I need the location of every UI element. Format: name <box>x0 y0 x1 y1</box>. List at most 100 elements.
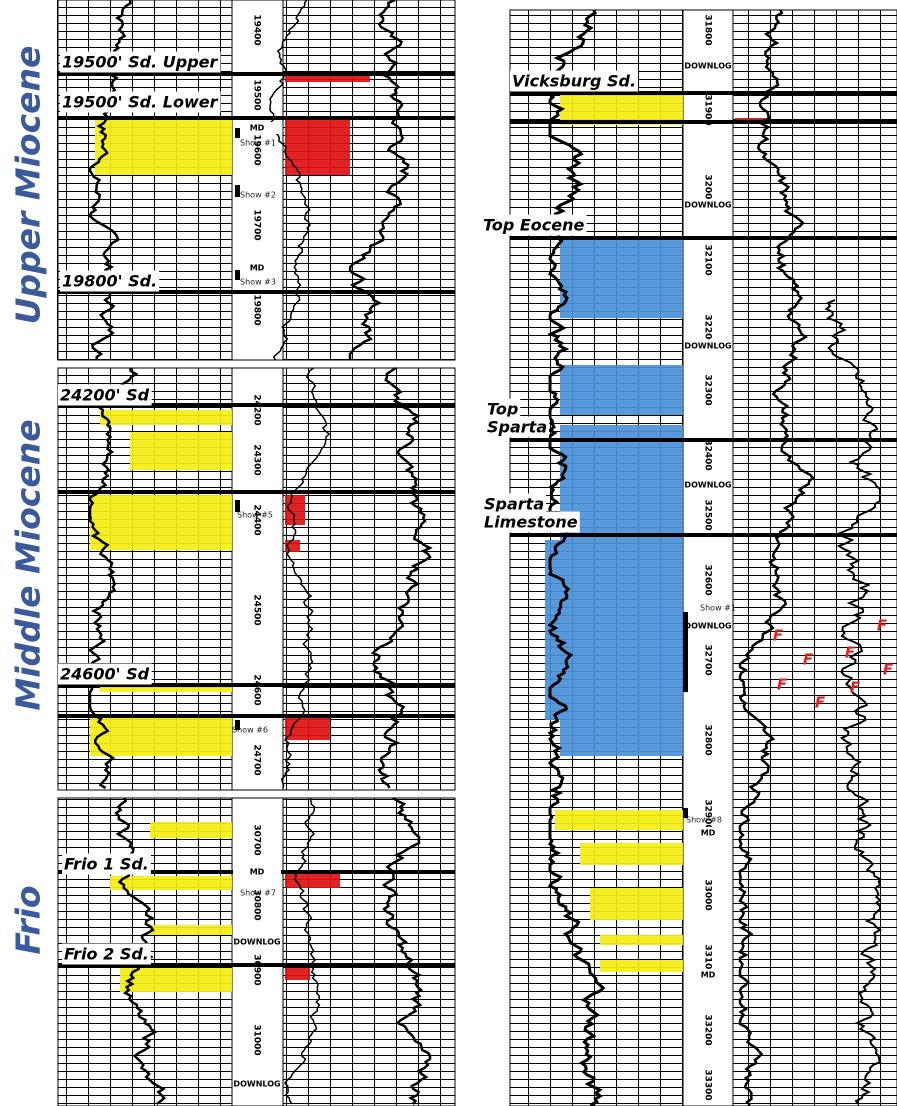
label-box <box>60 51 221 73</box>
formation-label: 24600' Sd <box>60 665 150 684</box>
show-fill <box>285 968 310 980</box>
depth-label: 32800 <box>703 724 713 755</box>
grid-track <box>282 0 456 361</box>
depth-tag: DOWNLOG <box>233 1080 280 1089</box>
depth-track <box>231 0 284 361</box>
sand-fill <box>150 822 232 838</box>
depth-label: 19800 <box>252 294 262 325</box>
show-fill <box>285 120 350 175</box>
formation-label: 19500' Sd. Lower <box>62 93 219 112</box>
formation-label: Sparta <box>487 418 547 437</box>
depth-tag: DOWNLOG <box>233 938 280 947</box>
depth-tag: MD <box>250 868 265 877</box>
show-marker <box>235 500 240 512</box>
label-box <box>510 70 639 92</box>
show-label: Show #5 <box>237 511 273 520</box>
show-label: Show #2 <box>240 191 276 200</box>
label-box <box>482 493 547 515</box>
log-curve <box>269 0 311 361</box>
fault-mark: F <box>883 661 894 679</box>
show-label: Show #1 <box>700 604 736 613</box>
depth-tag: MD <box>250 124 265 133</box>
depth-tag: DOWNLOG <box>684 622 731 631</box>
sand-fill <box>590 888 683 920</box>
log-curve <box>348 0 410 360</box>
tag-box <box>233 262 281 274</box>
fault-mark: F <box>773 627 784 645</box>
sand-fill <box>150 925 232 935</box>
limestone-fill <box>560 425 683 756</box>
sand-fill <box>110 876 232 890</box>
tag-box <box>233 936 281 948</box>
label-box <box>481 214 587 236</box>
depth-label: 32300 <box>703 374 713 405</box>
sand-fill <box>580 843 683 865</box>
log-curve <box>824 299 882 1105</box>
depth-label: 24500 <box>252 594 262 625</box>
depth-label: 32200 <box>703 314 713 345</box>
tag-box <box>684 620 732 632</box>
depth-tag: MD <box>701 829 716 838</box>
depth-label: 19700 <box>252 209 262 240</box>
show-marker <box>235 270 240 280</box>
sand-fill <box>90 495 232 550</box>
formation-label: Top Eocene <box>483 216 585 235</box>
fault-mark: F <box>803 651 814 669</box>
sand-fill <box>130 432 232 470</box>
tag-box <box>233 122 281 134</box>
depth-label: 24300 <box>252 444 262 475</box>
label-box <box>482 511 580 533</box>
section-label: Middle Miocene <box>9 419 48 710</box>
section-label: Upper Miocene <box>9 46 48 325</box>
formation-label: Sparta <box>484 495 544 514</box>
depth-label: 31800 <box>703 14 713 45</box>
tag-box <box>233 1078 281 1090</box>
formation-label: 24200' Sd <box>60 386 150 405</box>
log-curve <box>381 796 432 1105</box>
fault-mark: F <box>777 676 788 694</box>
depth-tag: DOWNLOG <box>684 481 731 490</box>
depth-label: 32000 <box>703 174 713 205</box>
show-marker <box>235 185 240 197</box>
depth-tag: DOWNLOG <box>684 342 731 351</box>
depth-label: 33000 <box>703 879 713 910</box>
depth-label: 24400 <box>252 504 262 535</box>
depth-label: 33300 <box>703 1069 713 1100</box>
label-box <box>60 91 221 113</box>
show-marker <box>683 808 688 818</box>
depth-label: 32900 <box>703 799 713 830</box>
show-marker <box>235 128 240 138</box>
depth-label: 24700 <box>252 744 262 775</box>
label-box <box>485 416 550 438</box>
fault-mark: F <box>845 644 856 662</box>
show-fill <box>285 495 305 525</box>
depth-label: 32100 <box>703 244 713 275</box>
formation-label: 19800' Sd. <box>62 272 157 291</box>
depth-label: 32600 <box>703 564 713 595</box>
sand-fill <box>120 968 232 992</box>
depth-tag: DOWNLOG <box>684 201 731 210</box>
fault-mark: F <box>877 617 888 635</box>
log-curve <box>283 797 321 1105</box>
formation-label: Top <box>487 400 518 419</box>
log-curve <box>370 366 433 789</box>
depth-label: 30700 <box>252 824 262 855</box>
depth-label: 32400 <box>703 439 713 470</box>
tag-box <box>684 199 732 211</box>
formation-label: 19500' Sd. Upper <box>62 53 219 72</box>
section-label: Frio <box>9 885 48 954</box>
depth-label: 19600 <box>252 134 262 165</box>
log-curve <box>280 367 331 789</box>
sand-fill <box>100 685 232 692</box>
sand-fill <box>95 120 232 175</box>
depth-label: 31900 <box>703 94 713 125</box>
label-box <box>485 398 521 420</box>
depth-tag: MD <box>250 264 265 273</box>
show-label: Show #8 <box>686 816 722 825</box>
label-box <box>62 943 151 965</box>
tag-box <box>684 969 732 981</box>
show-fill <box>285 718 330 740</box>
depth-label: 19400 <box>252 14 262 45</box>
tag-box <box>684 60 732 72</box>
